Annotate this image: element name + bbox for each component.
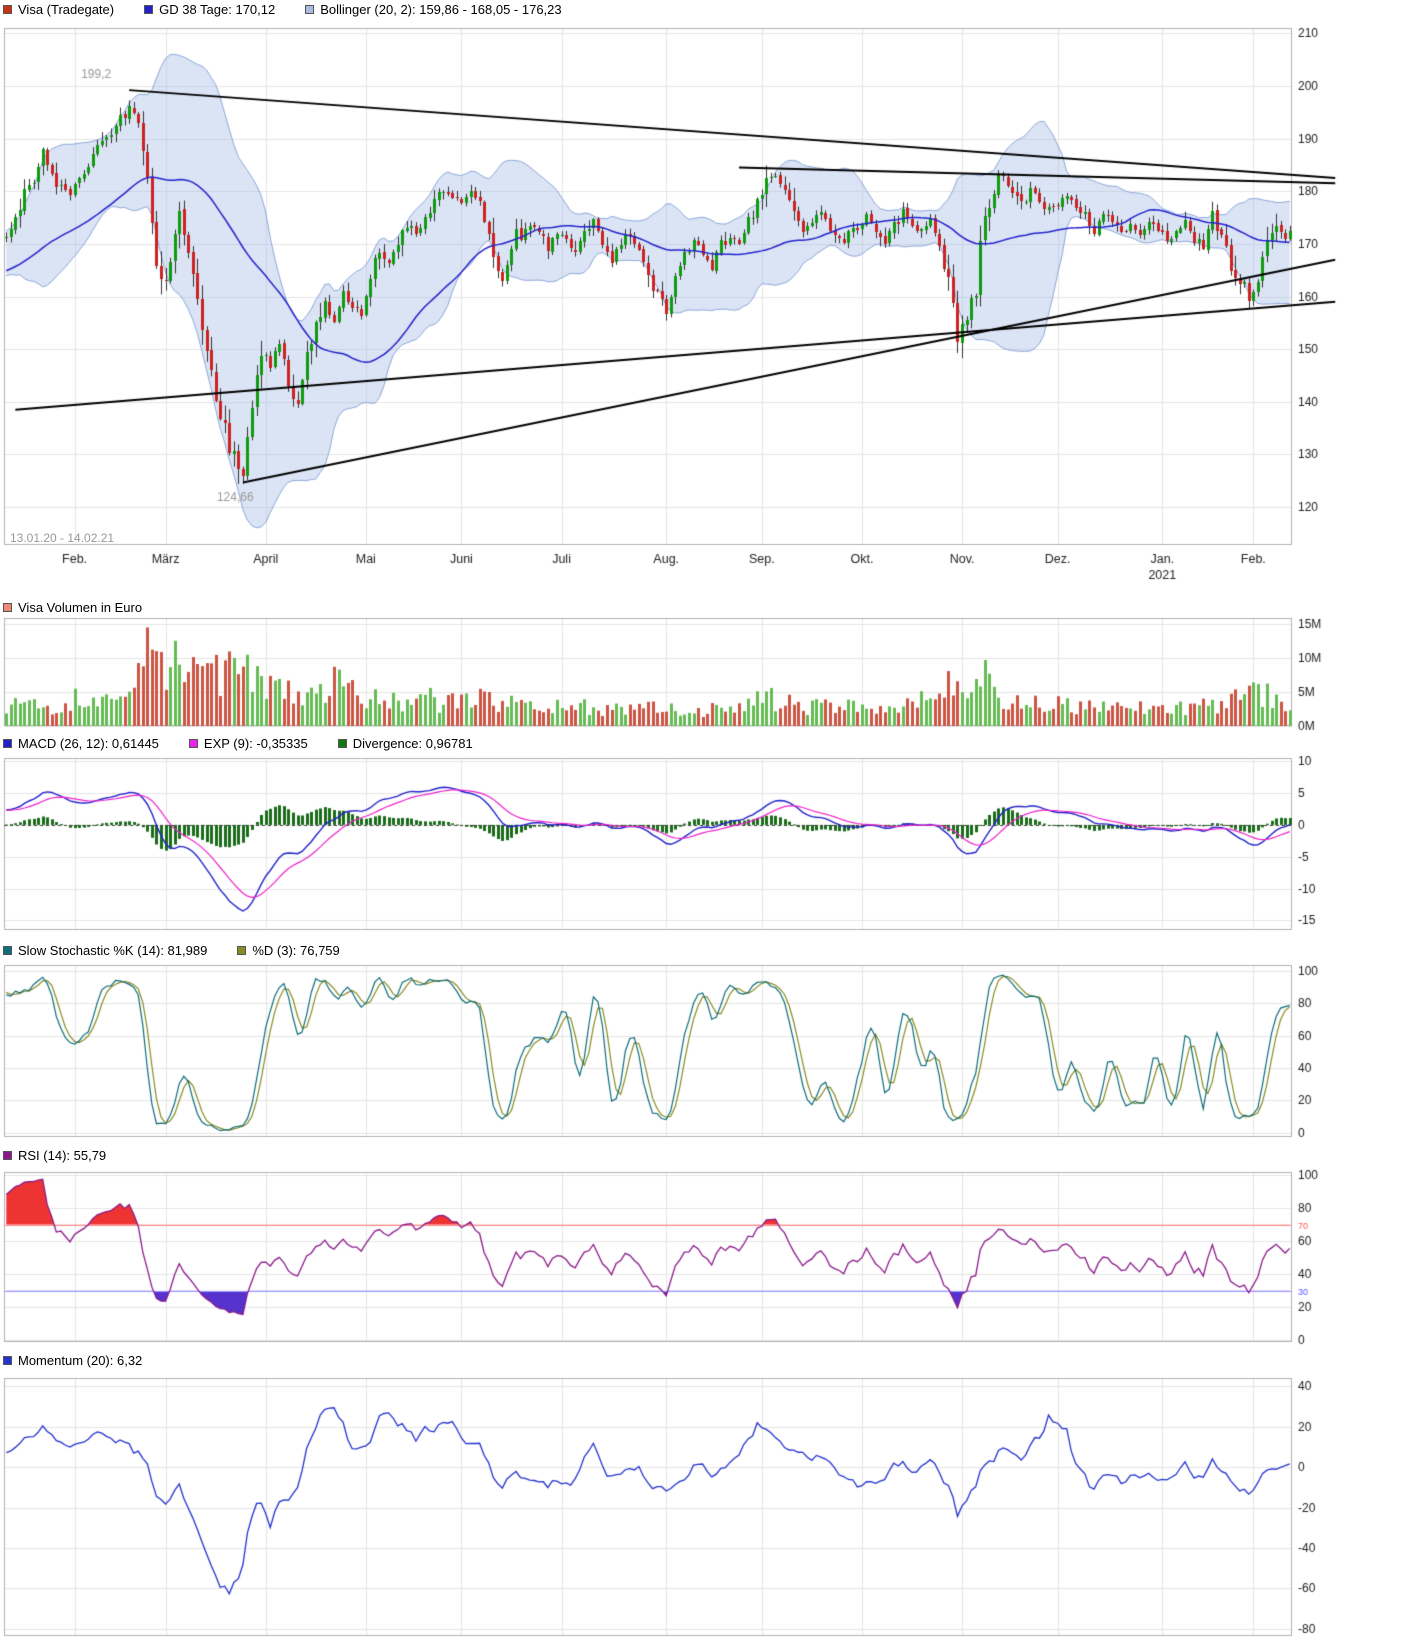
legend-item: Momentum (20): 6,32: [3, 1353, 142, 1368]
stochastic-legend: Slow Stochastic %K (14): 81,989 %D (3): …: [3, 943, 340, 958]
legend-item: Visa (Tradegate): [3, 2, 114, 17]
stoch-d-label: %D (3): 76,759: [252, 943, 340, 958]
legend-item: GD 38 Tage: 170,12: [144, 2, 275, 17]
legend-item: EXP (9): -0,35335: [188, 736, 308, 751]
volume-legend: Visa Volumen in Euro: [3, 600, 142, 615]
momentum-legend: Momentum (20): 6,32: [3, 1353, 142, 1368]
legend-item: MACD (26, 12): 0,61445: [3, 736, 159, 751]
bollinger-swatch: [305, 5, 315, 14]
exp-swatch: [188, 739, 198, 748]
rsi-swatch: [3, 1151, 12, 1160]
stoch-k-swatch: [3, 946, 12, 955]
date-range-label: 13.01.20 - 14.02.21: [10, 531, 115, 545]
volume-swatch: [3, 603, 12, 612]
legend-item: Visa Volumen in Euro: [3, 600, 142, 615]
momentum-chart-canvas: [0, 1350, 1410, 1644]
legend-item: RSI (14): 55,79: [3, 1148, 106, 1163]
legend-item: Divergence: 0,96781: [337, 736, 473, 751]
exp-label: EXP (9): -0,35335: [203, 736, 308, 751]
legend-item: Bollinger (20, 2): 159,86 - 168,05 - 176…: [305, 2, 562, 17]
rsi-label: RSI (14): 55,79: [18, 1148, 107, 1163]
macd-legend: MACD (26, 12): 0,61445 EXP (9): -0,35335…: [3, 736, 473, 751]
legend-item: Slow Stochastic %K (14): 81,989: [3, 943, 207, 958]
gd38-swatch: [144, 5, 154, 14]
visa-series-label: Visa (Tradegate): [18, 2, 115, 17]
bollinger-label: Bollinger (20, 2): 159,86 - 168,05 - 176…: [320, 2, 562, 17]
price-chart-canvas: [0, 0, 1410, 598]
divergence-label: Divergence: 0,96781: [352, 736, 473, 751]
macd-chart-canvas: [0, 733, 1410, 940]
stoch-k-label: Slow Stochastic %K (14): 81,989: [18, 943, 208, 958]
visa-series-swatch: [3, 5, 12, 14]
rsi-legend: RSI (14): 55,79: [3, 1148, 106, 1163]
gd38-label: GD 38 Tage: 170,12: [159, 2, 276, 17]
legend-item: %D (3): 76,759: [237, 943, 340, 958]
stoch-d-swatch: [237, 946, 247, 955]
stochastic-chart-canvas: [0, 940, 1410, 1145]
momentum-label: Momentum (20): 6,32: [18, 1353, 143, 1368]
volume-chart-canvas: [0, 598, 1410, 733]
volume-label: Visa Volumen in Euro: [18, 600, 143, 615]
divergence-swatch: [337, 739, 347, 748]
price-legend: Visa (Tradegate) GD 38 Tage: 170,12 Boll…: [3, 2, 562, 17]
rsi-chart-canvas: [0, 1145, 1410, 1350]
macd-label: MACD (26, 12): 0,61445: [18, 736, 159, 751]
momentum-swatch: [3, 1356, 12, 1365]
macd-swatch: [3, 739, 12, 748]
